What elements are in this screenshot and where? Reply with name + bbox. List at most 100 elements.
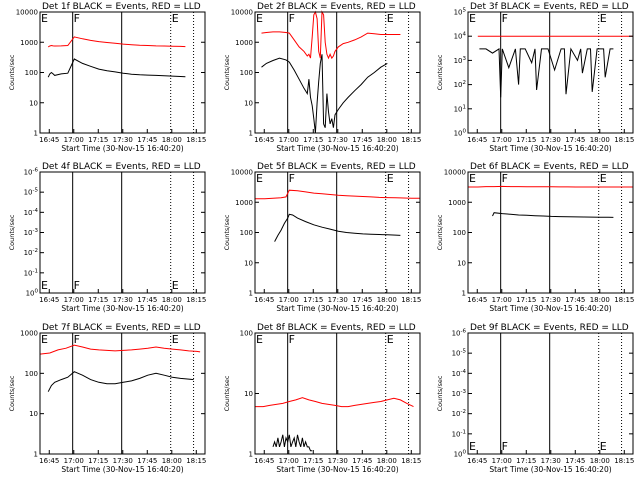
y-tick-label: 1000 [20,330,38,338]
panel-title: Det 6f BLACK = Events, RED = LLD [470,162,629,172]
panel-title: Det 5f BLACK = Events, RED = LLD [257,162,416,172]
x-tick-label: 17:15 [303,457,323,465]
y-tick-label: 10000 [16,9,38,17]
x-tick-label: 18:00 [377,296,397,304]
y-tick-label: 1000 [235,39,253,47]
x-tick-label: 17:30 [541,457,561,465]
x-tick-label: 18:15 [614,457,634,465]
y-axis-label: Counts/sec [8,375,16,411]
x-tick-label: 17:00 [492,136,512,144]
series-line-events [47,58,186,78]
y-tick-label: 1000 [20,39,38,47]
event-label-2: F [74,279,80,292]
y-tick-label: 10-6 [452,329,467,338]
x-tick-label: 16:45 [39,296,59,304]
plot-frame [467,332,634,455]
y-tick-label: 1 [249,290,253,298]
y-tick-label: 105 [454,8,467,17]
x-tick-label: 17:30 [541,296,561,304]
x-tick-label: 18:15 [614,296,634,304]
x-tick-label: 17:00 [279,457,299,465]
y-axis-label: Counts/sec [436,214,444,250]
y-axis-label: Counts/sec [8,214,16,250]
event-label-2: F [74,12,80,25]
x-axis-label: Start Time (30-Nov-15 16:40:20) [276,144,398,153]
y-tick-label: 10000 [231,9,253,17]
x-axis-label: Start Time (30-Nov-15 16:40:20) [489,304,611,313]
plot-frame [39,171,206,294]
event-label-2: F [502,12,508,25]
x-tick-label: 18:15 [401,296,421,304]
y-tick-label: 1 [34,451,38,459]
y-tick-label: 104 [454,32,467,41]
y-tick-label: 10-3 [452,389,467,398]
y-tick-label: 10-4 [24,208,39,217]
y-tick-label: 10-6 [24,168,39,177]
x-tick-label: 17:30 [541,136,561,144]
x-tick-label: 17:00 [64,136,84,144]
x-tick-label: 16:45 [467,457,487,465]
panel-title: Det 9f BLACK = Events, RED = LLD [470,323,629,333]
series-line-events [272,434,313,452]
x-tick-label: 16:45 [254,457,274,465]
x-tick-label: 18:15 [186,296,206,304]
x-axis-label: Start Time (30-Nov-15 16:40:20) [276,465,398,474]
x-tick-label: 18:00 [162,136,182,144]
y-tick-label: 10 [457,259,466,267]
panel-title: Det 4f BLACK = Events, RED = LLD [42,162,201,172]
x-tick-label: 17:15 [516,136,536,144]
x-tick-label: 16:45 [39,457,59,465]
panel-title: Det 8f BLACK = Events, RED = LLD [257,323,416,333]
x-tick-label: 18:15 [186,457,206,465]
x-tick-label: 17:45 [137,296,157,304]
y-tick-label: 10-1 [452,429,466,438]
y-tick-label: 100 [240,330,253,338]
event-label-2: F [74,333,80,346]
panel-title: Det 2f BLACK = Events, RED = LLD [257,2,416,12]
y-tick-label: 100 [240,229,253,237]
event-label-2: F [289,12,295,25]
x-tick-label: 17:45 [137,136,157,144]
x-axis-label: Start Time (30-Nov-15 16:40:20) [61,144,183,153]
event-label-3: E [600,440,607,453]
x-tick-label: 17:00 [492,457,512,465]
x-tick-label: 17:45 [565,296,585,304]
y-tick-label: 100 [25,69,38,77]
y-axis-label: Counts/sec [8,54,16,90]
event-label-3: E [172,333,179,346]
y-tick-label: 1 [249,451,253,459]
x-tick-label: 17:00 [64,457,84,465]
x-tick-label: 16:45 [39,136,59,144]
plot-frame [39,11,206,134]
series-line-events [479,47,614,98]
y-tick-label: 10-3 [24,228,39,237]
x-tick-label: 17:45 [352,457,372,465]
x-tick-label: 18:00 [162,296,182,304]
series-line-lld [255,397,414,408]
y-tick-label: 10-5 [452,349,467,358]
x-tick-label: 17:00 [492,296,512,304]
x-tick-label: 17:45 [565,136,585,144]
x-axis-label: Start Time (30-Nov-15 16:40:20) [276,304,398,313]
y-tick-label: 1000 [235,199,253,207]
y-tick-label: 10-2 [452,409,466,418]
x-tick-label: 17:15 [88,457,108,465]
event-label-2: F [289,172,295,185]
panel-title: Det 3f BLACK = Events, RED = LLD [470,2,629,12]
y-tick-label: 10 [244,259,253,267]
event-label-3: E [172,279,179,292]
y-tick-label: 101 [454,104,466,113]
event-label-2: F [502,440,508,453]
series-line-lld [468,185,633,188]
event-label-3: E [600,12,607,25]
y-tick-label: 1000 [448,199,466,207]
x-tick-label: 17:00 [64,296,84,304]
plot-frame [254,11,421,134]
series-line-lld [47,36,186,48]
y-tick-label: 1 [249,130,253,138]
